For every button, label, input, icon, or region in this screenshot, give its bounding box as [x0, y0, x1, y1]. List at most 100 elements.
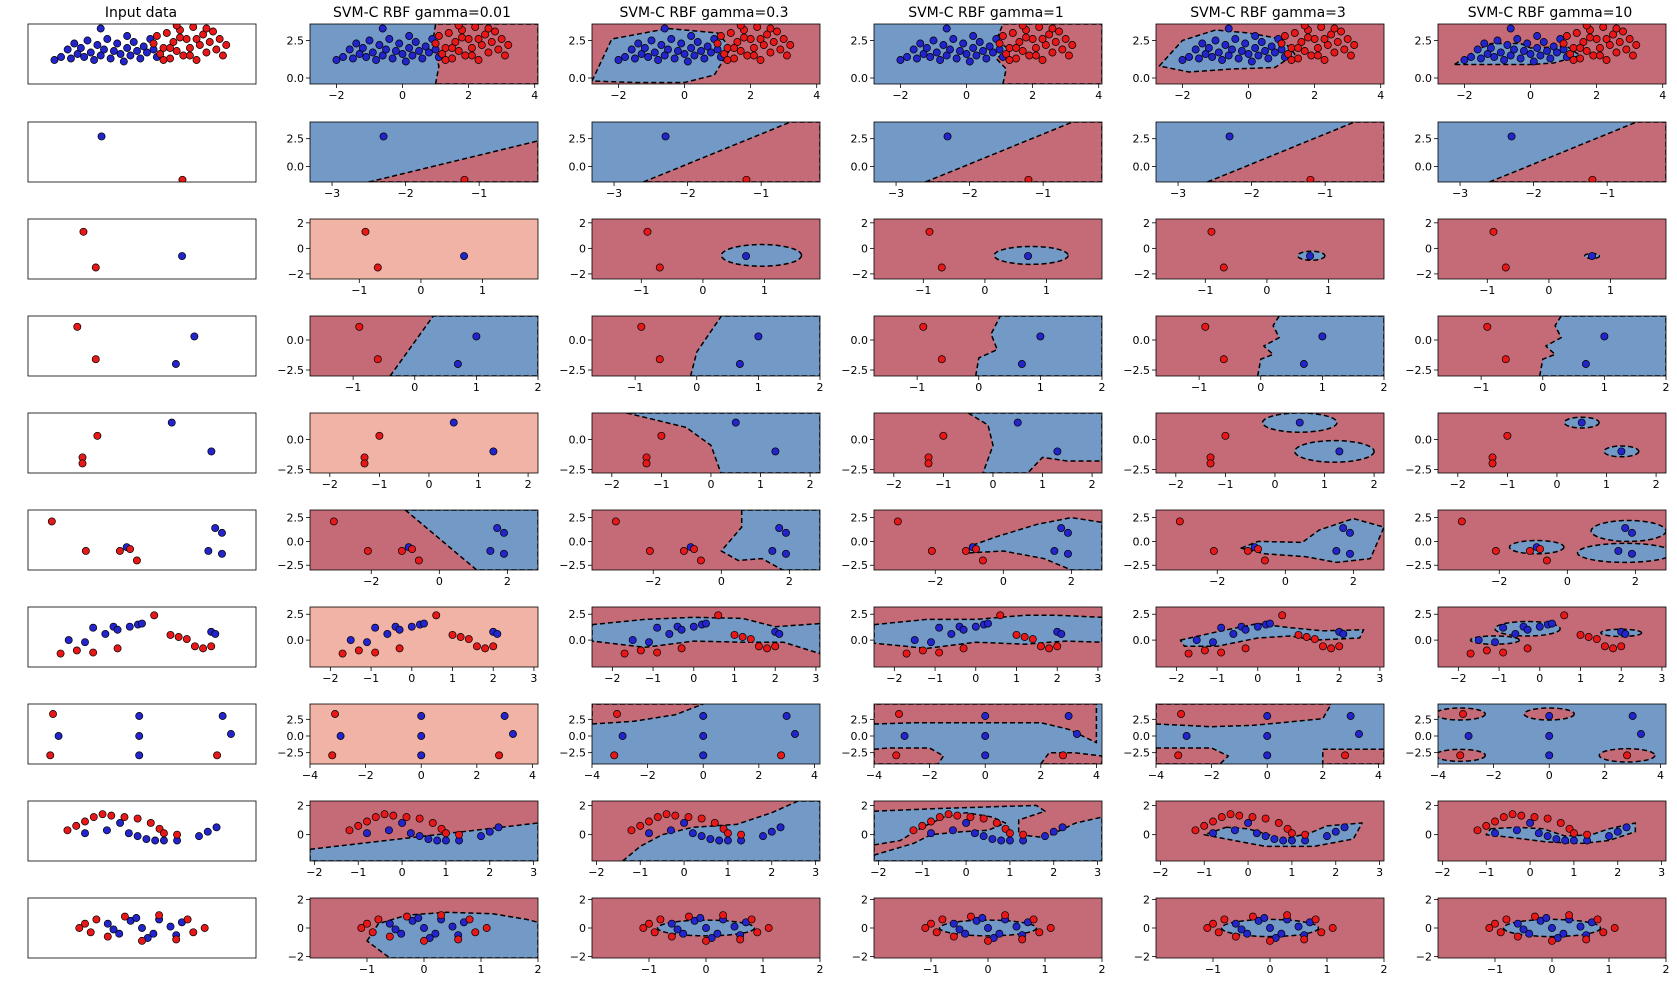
blue-point	[1477, 54, 1485, 63]
x-tick-label: −2	[604, 478, 620, 491]
red-point	[937, 263, 946, 272]
red-point	[1459, 710, 1467, 718]
y-tick-label: 2	[297, 893, 304, 906]
blue-point	[982, 54, 991, 63]
red-point	[172, 935, 181, 944]
red-point	[972, 545, 981, 553]
red-point	[1310, 635, 1319, 644]
red-point	[441, 829, 450, 838]
x-tick-label: −1	[345, 381, 361, 394]
red-point	[199, 30, 208, 39]
blue-point	[339, 53, 347, 61]
blue-point	[500, 549, 508, 558]
axes-frame	[1437, 23, 1667, 85]
red-point	[375, 431, 384, 440]
blue-point	[124, 829, 133, 838]
x-tick-label: 0	[699, 284, 706, 297]
red-point	[1025, 51, 1034, 60]
blue-point	[916, 39, 925, 48]
red-point	[1274, 819, 1283, 827]
red-point	[355, 322, 364, 331]
blue-point	[485, 827, 494, 836]
x-tick-label: 1	[475, 478, 482, 491]
blue-point	[1225, 132, 1234, 141]
red-point	[1036, 642, 1045, 651]
axes-frame	[1437, 606, 1667, 668]
red-point	[730, 54, 739, 63]
blue-point	[1264, 54, 1273, 63]
red-point	[471, 928, 480, 937]
red-point	[1502, 915, 1511, 924]
blue-point	[1499, 623, 1508, 632]
red-point	[1556, 819, 1565, 827]
blue-point	[1237, 47, 1246, 55]
red-point	[98, 810, 107, 819]
red-point	[75, 924, 84, 932]
blue-point	[679, 929, 688, 938]
blue-point	[1230, 826, 1239, 835]
x-tick-label: 0	[421, 963, 428, 976]
blue-point	[115, 929, 124, 938]
x-tick-label: −3	[888, 187, 904, 200]
blue-point	[97, 132, 106, 141]
y-tick-label: −2	[288, 951, 304, 964]
red-point	[484, 48, 493, 57]
plot-area	[78, 418, 216, 468]
red-point	[357, 924, 366, 932]
red-point	[918, 821, 927, 830]
red-point	[91, 263, 100, 272]
red-point	[1589, 51, 1598, 60]
red-point	[402, 813, 411, 822]
red-point	[451, 38, 460, 46]
red-point	[677, 644, 686, 653]
blue-point	[96, 51, 105, 60]
red-point	[1226, 810, 1235, 819]
red-point	[1501, 263, 1510, 272]
red-point	[1046, 924, 1055, 932]
red-point	[1283, 911, 1292, 920]
red-point	[763, 30, 772, 39]
axes-frame	[1437, 218, 1667, 280]
x-tick-label: −2	[363, 575, 379, 588]
blue-point	[218, 549, 226, 558]
blue-point	[1064, 712, 1073, 720]
blue-point	[136, 54, 145, 63]
blue-point	[637, 50, 646, 58]
blue-point	[972, 51, 981, 60]
red-point	[756, 56, 765, 64]
x-tick-label: −1	[363, 672, 379, 685]
y-tick-label: 2	[579, 217, 586, 230]
red-point	[696, 556, 705, 565]
plot-area	[50, 24, 231, 66]
red-point	[978, 556, 987, 565]
red-point	[432, 611, 441, 620]
red-point	[428, 819, 437, 827]
blue-point	[103, 35, 112, 43]
x-tick-label: 2	[1663, 381, 1670, 394]
red-point	[1219, 263, 1228, 272]
x-tick-label: 1	[1042, 963, 1049, 976]
red-point	[1530, 912, 1539, 921]
red-point	[1632, 41, 1641, 49]
red-point	[1005, 44, 1014, 52]
plot-area	[592, 122, 820, 182]
blue-point	[363, 829, 371, 838]
red-point	[723, 829, 732, 838]
blue-point	[742, 252, 751, 260]
blue-point	[1493, 36, 1502, 45]
y-tick-label: 0.0	[851, 535, 869, 548]
red-point	[420, 936, 428, 945]
blue-point	[1064, 528, 1072, 537]
red-point	[1320, 56, 1329, 64]
blue-point	[1217, 623, 1226, 632]
red-point	[93, 431, 102, 440]
plot-area	[874, 122, 1102, 182]
x-tick-label: −1	[1599, 187, 1615, 200]
plot-area	[310, 316, 538, 376]
y-tick-label: 2	[1425, 799, 1432, 812]
y-tick-label: 2	[1425, 893, 1432, 906]
x-tick-label: 2	[1663, 963, 1670, 976]
x-tick-label: 0	[989, 478, 996, 491]
y-tick-label: 0.0	[569, 433, 587, 446]
axes-frame	[1437, 121, 1667, 183]
